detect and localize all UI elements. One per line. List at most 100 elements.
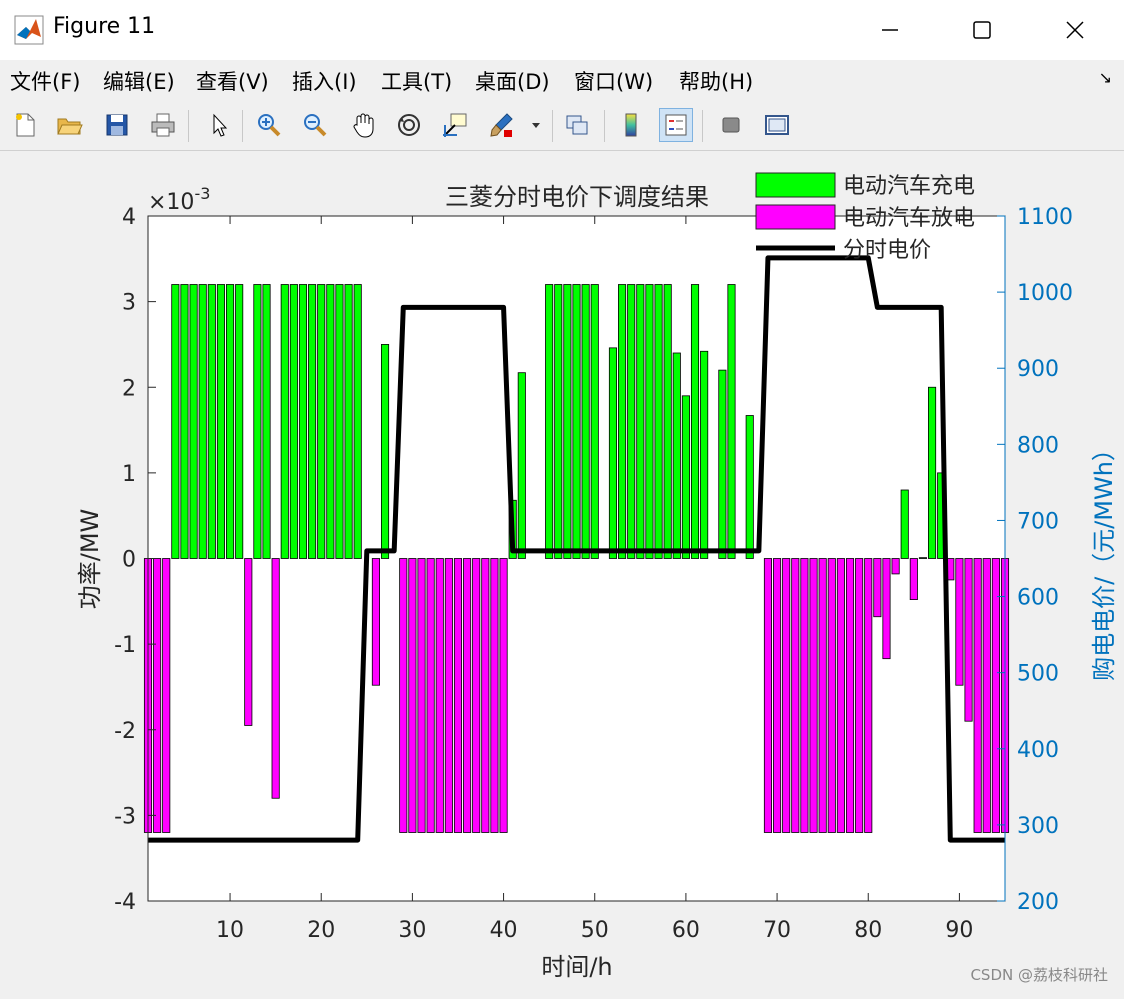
y-axis-label-right: 购电电价/（元/MWh） (1090, 437, 1118, 681)
discharge-bar (499, 558, 508, 833)
charge-bar (262, 284, 271, 559)
charge-bar (308, 284, 317, 559)
y-axis-label: 功率/MW (76, 509, 104, 610)
charge-bar (618, 284, 627, 559)
discharge-bar (891, 558, 900, 575)
discharge-bar (982, 558, 991, 833)
pointer-icon[interactable] (202, 108, 236, 142)
zoom-in-icon[interactable] (252, 108, 286, 142)
colorbar-icon[interactable] (614, 108, 648, 142)
zoom-out-icon[interactable] (298, 108, 332, 142)
toolbar-separator (552, 110, 553, 142)
discharge-bar (435, 558, 444, 833)
y-right-tick-label: 500 (1017, 662, 1059, 687)
y-tick-label: -3 (114, 804, 136, 829)
rotate-3d-icon[interactable] (392, 108, 426, 142)
y-tick-label: 4 (122, 205, 136, 230)
legend-icon[interactable] (659, 108, 693, 142)
y-tick-label: -4 (114, 890, 136, 915)
discharge-bar (426, 558, 435, 833)
minimize-button[interactable] (866, 8, 914, 52)
charge-bar (645, 284, 654, 559)
x-tick-label: 90 (945, 918, 973, 943)
charge-bar (235, 284, 244, 559)
discharge-bar (244, 558, 253, 726)
x-tick-label: 60 (672, 918, 700, 943)
discharge-bar (818, 558, 827, 833)
menu-tools[interactable]: 工具(T) (381, 70, 453, 94)
charge-bar (690, 284, 700, 559)
discharge-bar (964, 558, 973, 722)
charge-bar (928, 386, 937, 559)
charge-bar (590, 284, 599, 559)
x-tick-label: 50 (581, 918, 609, 943)
charge-bar (545, 284, 554, 559)
charge-bar (380, 344, 390, 559)
maximize-button[interactable] (958, 8, 1006, 52)
charge-bar (280, 284, 289, 559)
charge-bar (918, 557, 927, 559)
menu-file[interactable]: 文件(F) (10, 70, 81, 94)
charge-bar (727, 284, 736, 559)
dock-figure-icon[interactable]: ↘ (1098, 68, 1112, 87)
y-tick-label: 1 (122, 462, 136, 487)
menu-desktop[interactable]: 桌面(D) (475, 70, 550, 94)
y-tick-label: 3 (122, 291, 136, 316)
discharge-bar (855, 558, 864, 833)
discharge-bar (444, 558, 453, 833)
charge-bar (216, 284, 225, 559)
print-icon[interactable] (146, 108, 180, 142)
discharge-bar (371, 558, 380, 686)
legend-label-price: 分时电价 (843, 238, 931, 263)
toolbar-separator (604, 110, 605, 142)
y-tick-label: 2 (122, 376, 136, 401)
minimize-icon (882, 29, 898, 31)
brush-icon[interactable] (484, 108, 518, 142)
charge-bar (180, 284, 189, 559)
legend-swatch-charge (755, 172, 836, 198)
legend-label-discharge: 电动汽车放电 (843, 206, 975, 231)
close-button[interactable] (1051, 8, 1099, 52)
y-right-tick-label: 200 (1017, 890, 1059, 915)
charge-bar (672, 352, 681, 559)
new-figure-icon[interactable] (8, 108, 42, 142)
show-plot-tools-icon[interactable] (760, 108, 794, 142)
discharge-bar (909, 558, 918, 600)
save-icon[interactable] (100, 108, 134, 142)
link-plot-icon[interactable] (560, 108, 594, 142)
charge-bar (654, 284, 663, 559)
menu-view[interactable]: 查看(V) (196, 70, 269, 94)
x-tick-label: 80 (854, 918, 882, 943)
discharge-bar (463, 558, 472, 833)
menu-edit[interactable]: 编辑(E) (103, 70, 175, 94)
charge-bar (681, 395, 690, 559)
charge-bar (207, 284, 216, 559)
discharge-bar (827, 558, 836, 833)
legend[interactable]: 电动汽车充电 电动汽车放电 分时电价 (755, 172, 975, 263)
chevron-down-icon[interactable] (526, 108, 546, 142)
discharge-bar (490, 558, 499, 833)
discharge-bar (271, 558, 280, 799)
menu-window[interactable]: 窗口(W) (574, 70, 654, 94)
charge-bar (554, 284, 563, 559)
discharge-bar (836, 558, 845, 833)
charge-bar (581, 284, 590, 559)
chart-canvas[interactable]: 10 20 30 40 50 60 70 80 90 -4 -3 -2 -1 0 1 2 3 4 200 300 4… (0, 151, 1124, 995)
charge-bar (226, 284, 235, 559)
x-tick-label: 10 (216, 918, 244, 943)
hide-plot-tools-icon[interactable] (714, 108, 748, 142)
open-file-icon[interactable] (52, 108, 86, 142)
y-tick-label: 0 (122, 548, 136, 573)
maximize-icon (973, 21, 991, 39)
discharge-bar (773, 558, 782, 833)
menu-help[interactable]: 帮助(H) (679, 70, 754, 94)
window-title: Figure 11 (53, 14, 156, 39)
x-tick-label: 20 (307, 918, 335, 943)
y-right-tick-label: 400 (1017, 738, 1059, 763)
legend-swatch-discharge (755, 204, 836, 230)
y-tick-label: -2 (114, 719, 136, 744)
menu-insert[interactable]: 插入(I) (292, 70, 357, 94)
data-cursor-icon[interactable] (438, 108, 472, 142)
discharge-bar (417, 558, 426, 833)
pan-icon[interactable] (346, 108, 380, 142)
